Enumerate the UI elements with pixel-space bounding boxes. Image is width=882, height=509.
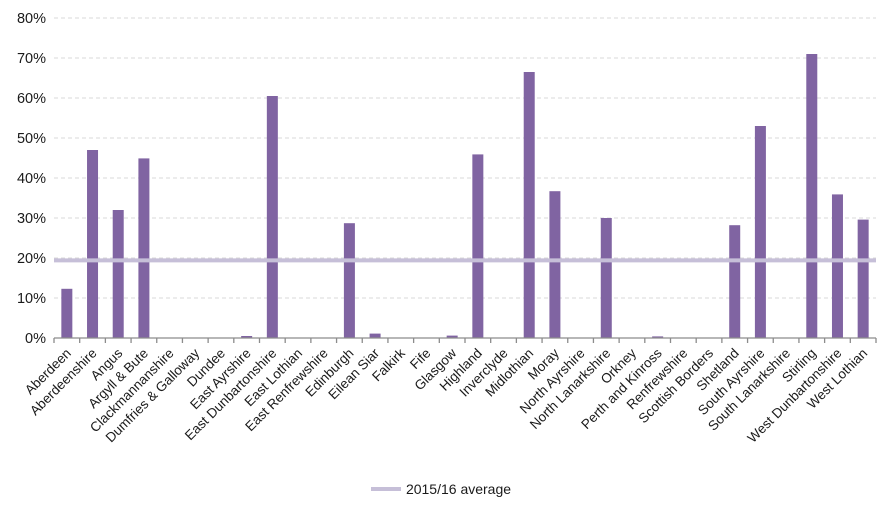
y-axis-tick-label: 30% bbox=[17, 211, 46, 227]
average-line-label: 2015/16 average bbox=[405, 481, 512, 497]
bar bbox=[446, 335, 458, 338]
bar bbox=[112, 210, 124, 338]
average-line-swatch bbox=[370, 487, 401, 491]
bar bbox=[241, 336, 253, 338]
y-axis-tick-label: 60% bbox=[17, 91, 46, 107]
legend: 2015/16 average bbox=[0, 479, 882, 499]
y-axis-tick-label: 50% bbox=[17, 131, 46, 147]
y-axis-tick-label: 0% bbox=[25, 331, 46, 347]
bar bbox=[266, 96, 278, 338]
bar bbox=[549, 191, 561, 338]
bar bbox=[343, 223, 355, 338]
y-axis-tick-label: 80% bbox=[17, 11, 46, 27]
bar bbox=[600, 218, 612, 338]
bar bbox=[652, 336, 664, 338]
bar bbox=[472, 154, 484, 338]
bar bbox=[61, 288, 73, 338]
y-axis-tick-label: 10% bbox=[17, 291, 46, 307]
bar bbox=[87, 150, 99, 338]
plot-area: 0%10%20%30%40%50%60%70%80%AberdeenAberde… bbox=[17, 11, 877, 446]
bar bbox=[754, 126, 766, 338]
bar bbox=[523, 72, 535, 338]
bar bbox=[138, 158, 150, 338]
bar bbox=[857, 219, 869, 338]
y-axis-tick-label: 20% bbox=[17, 251, 46, 267]
y-axis-tick-label: 70% bbox=[17, 51, 46, 67]
bar bbox=[369, 333, 381, 338]
y-axis-tick-label: 40% bbox=[17, 171, 46, 187]
bar bbox=[806, 54, 818, 338]
bar bbox=[831, 194, 843, 338]
bar bbox=[729, 225, 741, 338]
